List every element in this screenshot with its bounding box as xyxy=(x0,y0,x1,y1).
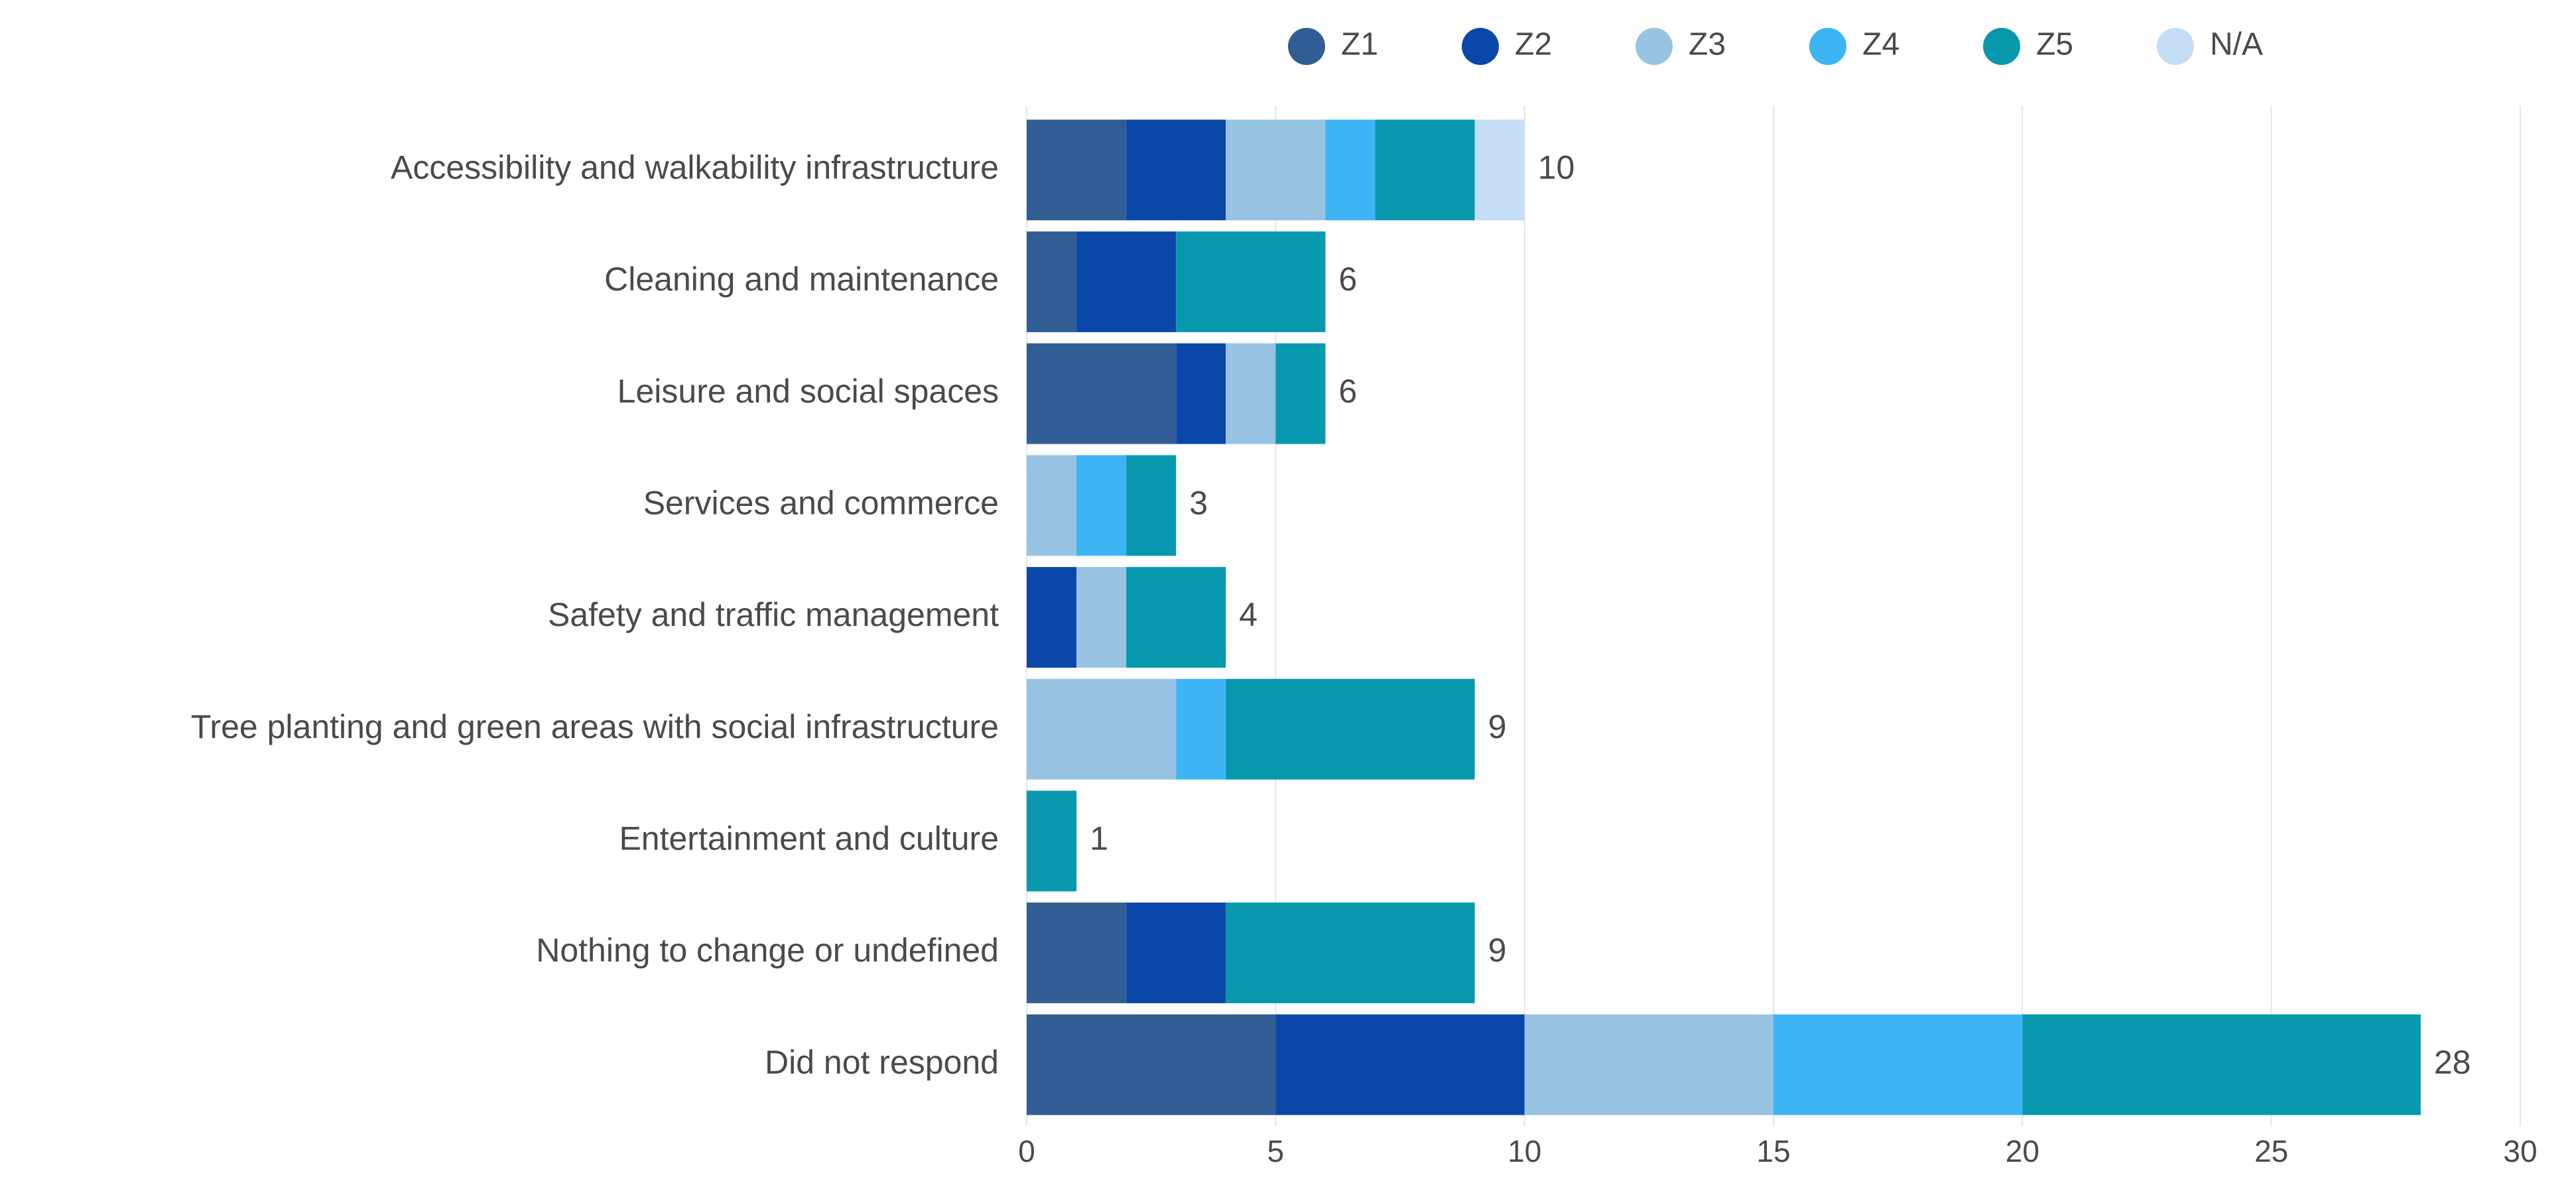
category-label-7: Nothing to change or undefined xyxy=(536,932,999,969)
legend-label-3: Z4 xyxy=(1862,27,1900,62)
total-label-8: 28 xyxy=(2434,1044,2471,1081)
bar-segment-7-1 xyxy=(1126,902,1226,1003)
legend-label-0: Z1 xyxy=(1341,27,1378,62)
bars xyxy=(1027,119,2421,1115)
legend-swatch-4 xyxy=(1983,28,2020,65)
bar-segment-0-0 xyxy=(1027,119,1127,221)
total-label-2: 6 xyxy=(1338,373,1357,410)
x-axis-ticks: 0 5 10 15 20 25 30 xyxy=(1018,1134,2537,1168)
x-tick-label-6: 30 xyxy=(2503,1134,2537,1168)
x-tick-label-4: 20 xyxy=(2006,1134,2039,1168)
total-label-5: 9 xyxy=(1488,708,1507,745)
legend-label-2: Z3 xyxy=(1689,27,1726,62)
x-tick-label-3: 15 xyxy=(1756,1134,1790,1168)
total-label-1: 6 xyxy=(1338,261,1357,298)
category-label-1: Cleaning and maintenance xyxy=(604,261,999,298)
bar-segment-1-4 xyxy=(1176,231,1326,332)
bar-segment-3-3 xyxy=(1076,455,1127,556)
bar-segment-8-3 xyxy=(1773,1014,2023,1115)
category-label-6: Entertainment and culture xyxy=(619,820,999,857)
bar-segment-8-1 xyxy=(1275,1014,1525,1115)
total-label-0: 10 xyxy=(1538,149,1575,186)
bar-segment-8-4 xyxy=(2022,1014,2421,1115)
category-label-0: Accessibility and walkability infrastruc… xyxy=(391,149,999,186)
legend: Z1 Z2 Z3 Z4 Z5 N/A xyxy=(1288,27,2263,65)
bar-segment-4-2 xyxy=(1076,567,1127,668)
bar-segment-0-5 xyxy=(1474,119,1525,221)
bar-segment-8-2 xyxy=(1524,1014,1773,1115)
bar-segment-1-1 xyxy=(1076,231,1177,332)
legend-label-5: N/A xyxy=(2210,27,2263,62)
total-label-6: 1 xyxy=(1090,820,1108,857)
bar-segment-5-3 xyxy=(1176,678,1226,780)
bar-segment-1-0 xyxy=(1027,231,1077,332)
bar-segment-0-1 xyxy=(1126,119,1226,221)
total-label-3: 3 xyxy=(1189,485,1208,522)
bar-segment-3-2 xyxy=(1027,455,1077,556)
bar-segment-2-1 xyxy=(1176,343,1226,444)
bar-segment-7-4 xyxy=(1226,902,1475,1003)
x-tick-label-2: 10 xyxy=(1508,1134,1541,1168)
category-label-4: Safety and traffic management xyxy=(548,596,999,633)
bar-segment-7-0 xyxy=(1027,902,1127,1003)
bar-segment-0-2 xyxy=(1226,119,1326,221)
category-label-3: Services and commerce xyxy=(643,485,999,522)
bar-segment-2-4 xyxy=(1275,343,1326,444)
total-labels: 10 6 6 3 4 9 1 9 28 xyxy=(1090,149,2471,1081)
legend-swatch-1 xyxy=(1462,28,1499,65)
bar-segment-0-3 xyxy=(1325,119,1376,221)
legend-swatch-3 xyxy=(1809,28,1846,65)
legend-swatch-2 xyxy=(1636,28,1673,65)
bar-segment-8-0 xyxy=(1027,1014,1276,1115)
bar-segment-6-4 xyxy=(1027,790,1077,892)
total-label-7: 9 xyxy=(1488,932,1507,969)
legend-label-4: Z5 xyxy=(2036,27,2073,62)
bar-segment-0-4 xyxy=(1375,119,1475,221)
category-labels: Accessibility and walkability infrastruc… xyxy=(191,149,999,1081)
category-label-5: Tree planting and green areas with socia… xyxy=(191,708,999,745)
bar-segment-2-2 xyxy=(1226,343,1276,444)
x-tick-label-0: 0 xyxy=(1018,1134,1035,1168)
bar-segment-2-0 xyxy=(1027,343,1177,444)
bar-segment-3-4 xyxy=(1126,455,1177,556)
bar-segment-5-4 xyxy=(1226,678,1475,780)
x-tick-label-1: 5 xyxy=(1267,1134,1285,1168)
category-label-8: Did not respond xyxy=(765,1044,999,1081)
bar-segment-4-4 xyxy=(1126,567,1226,668)
bar-segment-4-1 xyxy=(1027,567,1077,668)
category-label-2: Leisure and social spaces xyxy=(617,373,999,410)
legend-label-1: Z2 xyxy=(1515,27,1552,62)
legend-swatch-0 xyxy=(1288,28,1325,65)
bar-segment-5-2 xyxy=(1027,678,1177,780)
legend-swatch-5 xyxy=(2157,28,2194,65)
x-tick-label-5: 25 xyxy=(2254,1134,2288,1168)
total-label-4: 4 xyxy=(1239,596,1257,633)
